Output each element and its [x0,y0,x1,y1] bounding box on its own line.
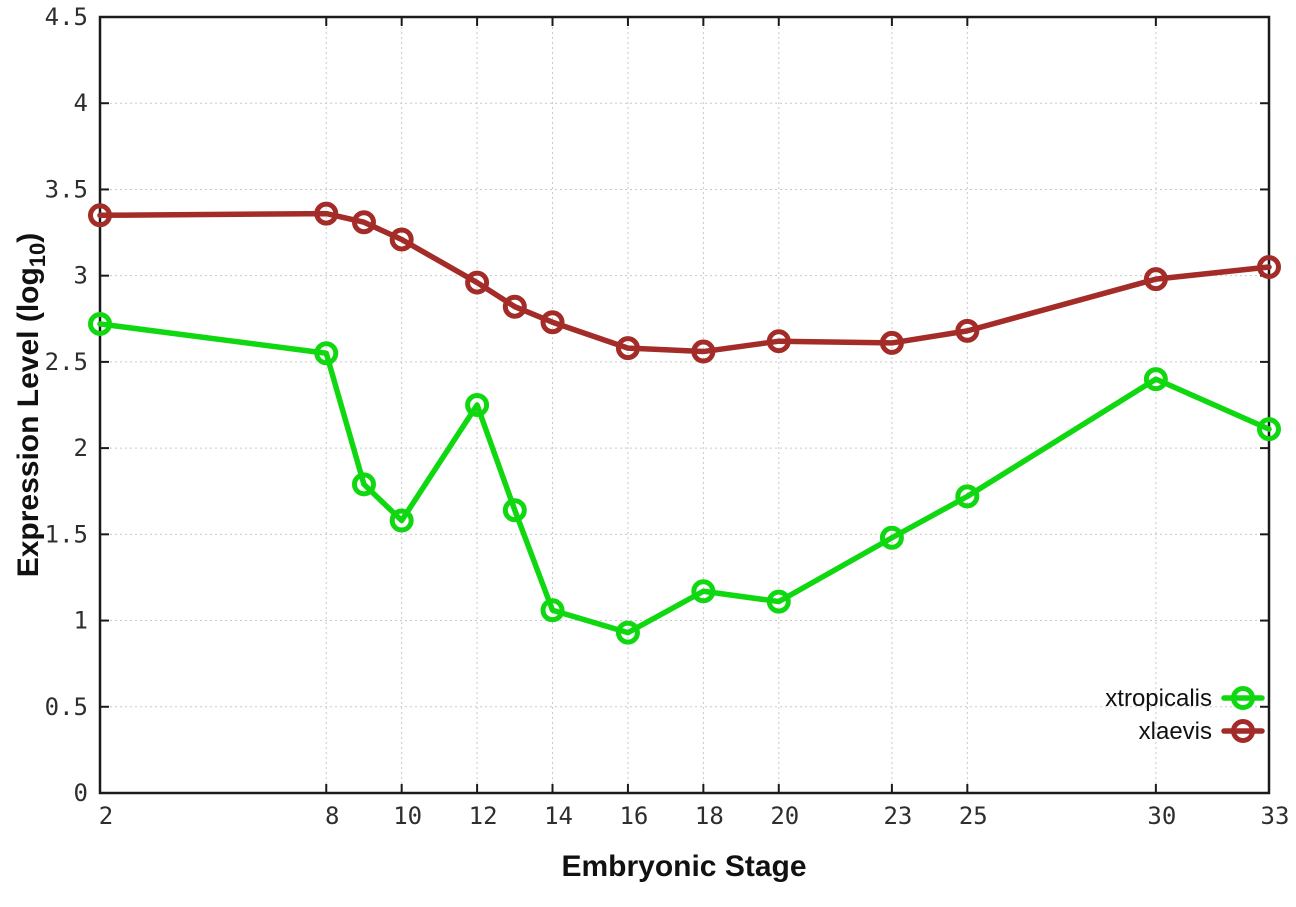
legend-label-xtropicalis: xtropicalis [1105,685,1212,712]
y-tick-label: 2 [74,434,88,462]
x-axis-title: Embryonic Stage [561,850,806,883]
x-tick-label: 14 [544,802,573,830]
x-tick-label: 20 [770,802,799,830]
data-point-xlaevis [879,330,904,355]
y-tick-label: 1.5 [45,520,88,548]
data-point-xtropicalis [540,598,565,623]
x-tick-label: 10 [393,802,422,830]
data-point-xlaevis [88,203,112,228]
y-tick-label: 4 [74,89,88,117]
data-point-xlaevis [502,294,527,319]
y-axis-title: Expression Level (log10) [12,233,50,578]
data-point-xlaevis [351,210,376,235]
y-tick-label: 3.5 [45,175,88,203]
y-tick-label: 4.5 [45,3,88,31]
data-point-xlaevis [540,310,565,335]
data-series [88,201,1281,645]
data-point-xtropicalis [1257,417,1281,442]
data-point-xtropicalis [955,484,980,509]
y-tick-label: 3 [74,262,88,290]
y-tick-label: 2.5 [45,348,88,376]
data-point-xtropicalis [314,341,339,366]
x-tick-label: 18 [695,802,724,830]
data-point-xtropicalis [88,311,112,336]
legend-label-xlaevis: xlaevis [1139,718,1212,745]
x-tick-label: 2 [99,802,113,830]
y-tick-label: 0 [74,779,88,807]
x-tick-label: 8 [325,802,339,830]
x-tick-label: 16 [619,802,648,830]
data-point-xlaevis [465,270,490,295]
data-point-xlaevis [314,201,339,226]
data-point-xtropicalis [502,498,527,523]
data-point-xlaevis [766,329,791,354]
data-point-xtropicalis [465,393,490,417]
gridlines [100,17,1269,793]
x-tick-label: 25 [959,802,988,830]
y-tick-label: 1 [74,607,88,635]
x-tick-label: 30 [1147,802,1176,830]
data-point-xtropicalis [691,579,716,604]
x-tick-label: 23 [883,802,912,830]
legend-marker-icon-xlaevis [1231,719,1255,743]
y-tick-label: 0.5 [45,693,88,721]
data-point-xlaevis [1257,255,1281,280]
data-point-xlaevis [1143,267,1168,292]
axis-ticks [99,16,1270,794]
data-point-xtropicalis [1143,367,1168,392]
axis-tick-labels: 2 8 10 12 14 16 18 20 23 25 30 33 0 0.5 1 1.5 2 2.5 3 3.5 4 4… [45,3,1290,830]
x-tick-label: 12 [469,802,498,830]
data-point-xtropicalis [351,472,376,497]
legend-marker-icon-xtropicalis [1231,686,1255,710]
data-point-xtropicalis [389,508,414,533]
data-point-xlaevis [691,339,716,364]
data-point-xlaevis [389,227,414,252]
plot-border [98,15,1271,795]
series-line-xtropicalis [97,321,1272,636]
series-line-xlaevis [97,210,1272,355]
data-point-xtropicalis [879,525,904,550]
data-point-xtropicalis [766,589,791,614]
data-point-xlaevis [615,336,640,361]
data-point-xtropicalis [615,620,640,645]
x-tick-label: 33 [1261,802,1290,830]
legend: xtropicalis xlaevis [1105,685,1265,745]
data-point-xlaevis [955,318,980,343]
